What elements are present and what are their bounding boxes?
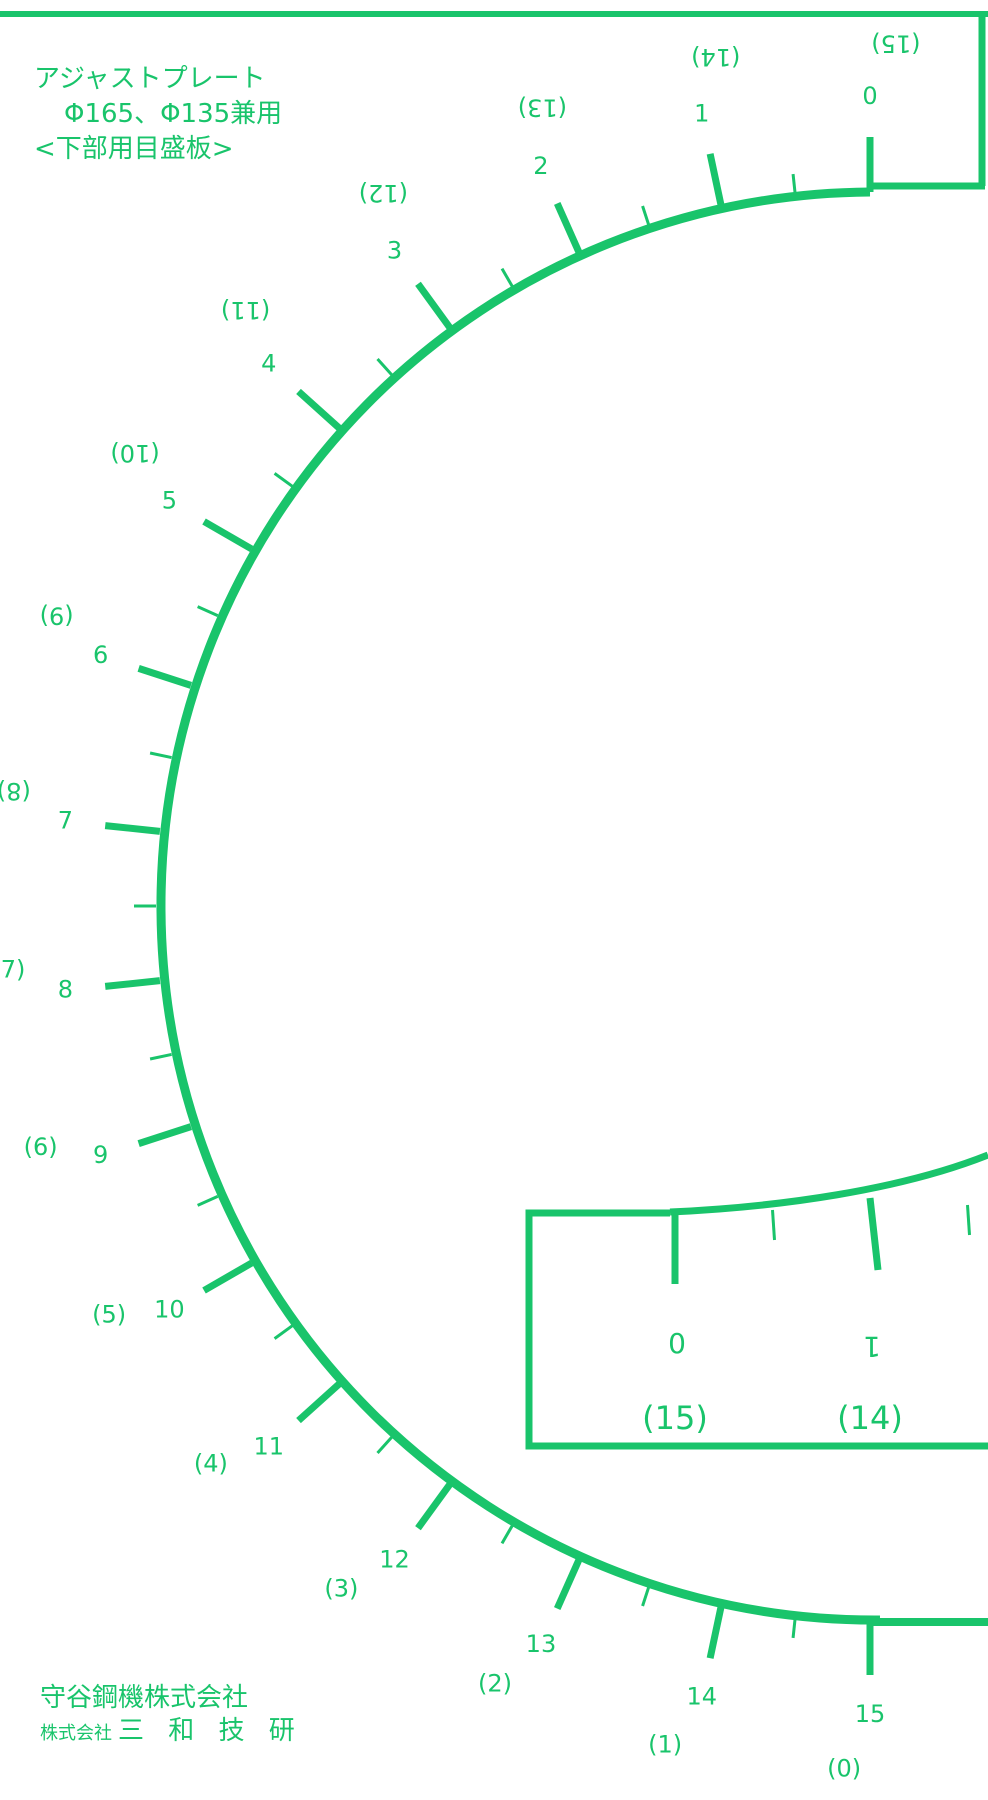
outer-scale-label: 1 <box>694 100 709 128</box>
product-name: アジャストプレート <box>34 64 266 94</box>
major-tick <box>706 153 725 209</box>
outer-scale-reverse-label: (7) <box>0 955 25 983</box>
outer-scale-reverse-label: (8) <box>0 777 31 805</box>
outer-scale-reverse-label: (4) <box>194 1450 228 1478</box>
minor-tick <box>149 1052 172 1061</box>
outer-tick-marks <box>104 137 874 1675</box>
part-name: <下部用目盛板> <box>34 134 234 164</box>
title-block: アジャストプレート Φ165、Φ135兼用 <下部用目盛板> <box>34 62 282 167</box>
outer-scale-label: 15 <box>855 1700 886 1728</box>
outer-scale-reverse-label: (3) <box>324 1574 358 1602</box>
major-tick <box>296 1381 342 1424</box>
outer-scale-reverse-label: (6) <box>24 1133 58 1161</box>
maker-company-2: 株式会社三 和 技 研 <box>40 1716 303 1749</box>
outer-scale-reverse-label: (14) <box>691 43 740 71</box>
inner-scale-label: 0 <box>668 1327 686 1360</box>
outer-scale-labels: 0 (15) 1 (14) 2 (13) 3 (12) 4 (11) 5(10) 6 (9) 7 (8) 8 (… <box>0 29 921 1782</box>
minor-tick <box>500 267 515 289</box>
outer-scale-label: 2 <box>533 152 548 180</box>
outer-scale-reverse-label: (13) <box>518 94 567 122</box>
inner-tick-marks <box>671 1197 971 1284</box>
inner-scale-label: 1 <box>863 1330 881 1363</box>
major-tick <box>104 977 161 990</box>
outer-scale-reverse-label: (15) <box>871 29 920 57</box>
outer-scale-reverse-label: (0) <box>827 1755 861 1783</box>
inner-minor-tick <box>771 1209 776 1241</box>
outer-scale-label: 9 <box>93 1141 108 1169</box>
outer-scale-label: 10 <box>154 1296 185 1324</box>
major-tick <box>296 388 342 431</box>
outer-arc <box>156 187 881 1625</box>
inner-scale-labels: 0 (15) 1 (14) <box>642 1327 903 1437</box>
inner-scale-reverse-label: (15) <box>642 1399 708 1437</box>
outer-scale-label: 11 <box>254 1432 285 1460</box>
minor-tick <box>500 1523 515 1545</box>
minor-tick <box>197 1195 219 1207</box>
major-tick <box>706 1603 725 1659</box>
inner-window-frame <box>525 1209 988 1450</box>
maker-company-1: 守谷鋼機株式会社 <box>40 1683 249 1713</box>
minor-tick <box>273 472 294 488</box>
minor-tick <box>376 1435 394 1454</box>
minor-tick <box>273 1324 294 1340</box>
outer-scale-label: 0 <box>862 82 877 110</box>
maker-company-2-name: 三 和 技 研 <box>118 1716 303 1746</box>
inner-scale-reverse-label: (14) <box>837 1399 903 1437</box>
outer-scale-label: 13 <box>526 1630 557 1658</box>
outer-scale-reverse-label: (1) <box>648 1730 682 1758</box>
product-subtitle: Φ165、Φ135兼用 <box>64 99 283 129</box>
major-tick <box>202 518 254 553</box>
inner-minor-tick <box>966 1204 971 1236</box>
major-tick <box>202 1259 254 1294</box>
maker-company-2-prefix: 株式会社 <box>40 1723 112 1744</box>
major-tick <box>137 1123 193 1147</box>
outer-scale-label: 4 <box>261 350 276 378</box>
outer-scale-label: 8 <box>58 976 73 1004</box>
minor-tick <box>376 358 394 377</box>
outer-scale-reverse-label: (9) <box>40 601 74 629</box>
minor-tick <box>197 605 219 617</box>
minor-tick <box>791 173 797 197</box>
outer-scale-label: 7 <box>58 806 73 834</box>
inner-major-tick <box>866 1197 882 1271</box>
outer-scale-label: 6 <box>93 641 108 669</box>
outer-scale-reverse-label: (12) <box>359 179 408 207</box>
outer-scale-label: 3 <box>387 237 402 265</box>
outer-scale-reverse-label: (2) <box>478 1669 512 1697</box>
major-tick <box>415 1481 454 1531</box>
major-tick <box>554 202 583 256</box>
outer-scale-reverse-label: (10) <box>110 439 159 467</box>
minor-tick <box>641 1584 651 1607</box>
maker-block: 守谷鋼機株式会社 株式会社三 和 技 研 <box>40 1680 303 1749</box>
outer-scale-label: 12 <box>379 1545 410 1573</box>
major-tick <box>137 665 193 689</box>
major-tick <box>104 822 161 835</box>
minor-tick <box>149 751 172 760</box>
major-tick <box>415 281 454 331</box>
minor-tick <box>641 205 651 228</box>
major-tick <box>554 1556 583 1610</box>
outer-scale-label: 5 <box>162 487 177 515</box>
minor-tick <box>791 1615 797 1639</box>
outer-scale-reverse-label: (11) <box>221 296 270 324</box>
outer-scale-label: 14 <box>687 1682 718 1710</box>
inner-arc <box>669 1151 988 1216</box>
outer-scale-reverse-label: (5) <box>92 1300 126 1328</box>
